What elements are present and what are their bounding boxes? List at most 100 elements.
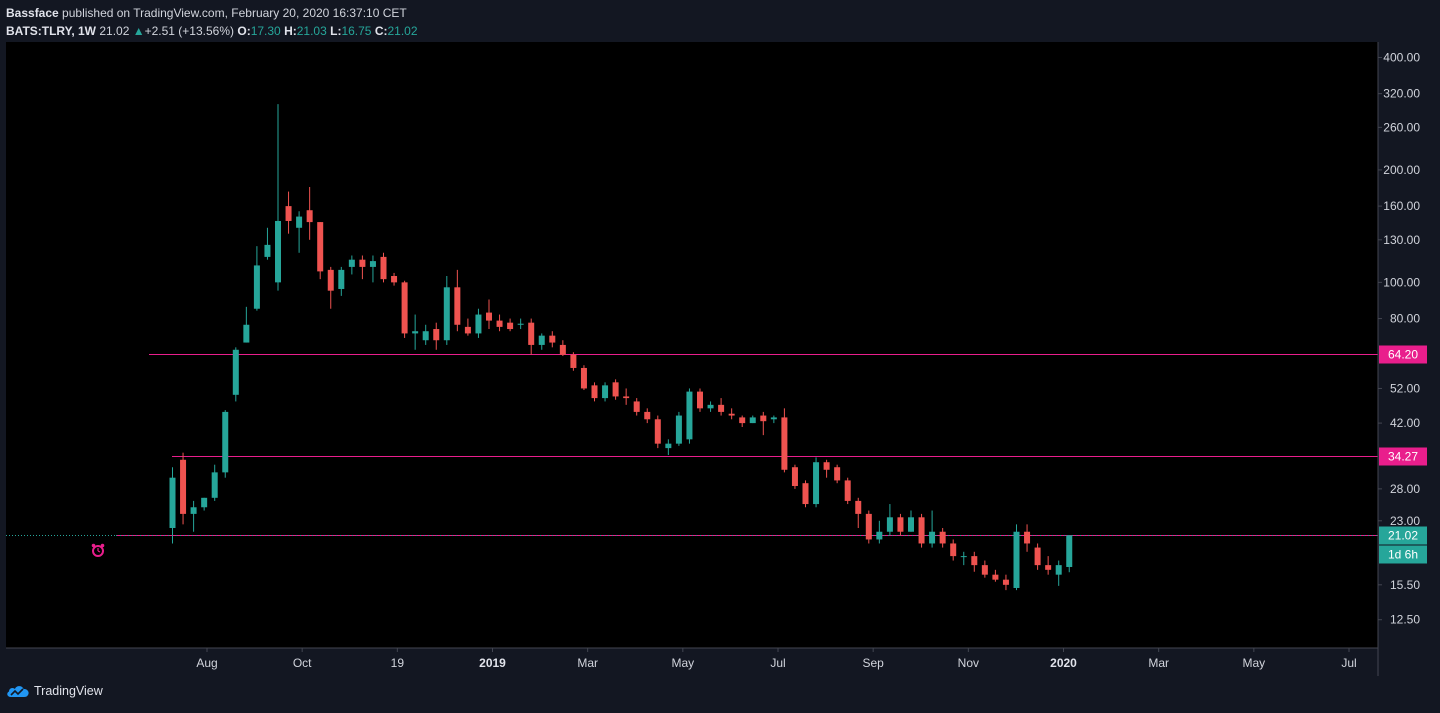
author-name[interactable]: Bassface (6, 6, 59, 20)
candle-body (644, 411, 651, 420)
price-change: +2.51 (+13.56%) (144, 24, 235, 38)
time-tick-label: 2020 (1050, 656, 1077, 670)
candle-body (876, 531, 883, 540)
publish-line: Bassface published on TradingView.com, F… (6, 4, 418, 22)
price-tick-label: 28.00 (1390, 482, 1420, 496)
candle-body (675, 415, 682, 444)
candle-body (496, 320, 503, 327)
symbol-label[interactable]: BATS:TLRY, 1W (6, 24, 96, 38)
candle-body (211, 472, 218, 498)
candle-body (633, 401, 640, 412)
open-label: O: (237, 24, 251, 38)
candle-body (591, 385, 598, 399)
candle-body (718, 404, 725, 412)
price-tick-label: 100.00 (1383, 275, 1420, 289)
candle-body (454, 287, 461, 325)
candle-body (760, 415, 767, 422)
price-tick-label: 200.00 (1383, 163, 1420, 177)
candle-body (1002, 579, 1009, 585)
candle-body (844, 480, 851, 501)
candle-body (507, 322, 514, 330)
time-tick-label: Aug (196, 656, 217, 670)
candle-body (348, 259, 355, 267)
price-tick-label: 130.00 (1383, 233, 1420, 247)
high-label: H: (284, 24, 297, 38)
candle-body (918, 517, 925, 544)
level-price-badge (1379, 447, 1427, 466)
candle-body (275, 220, 281, 283)
candle-body (327, 269, 334, 291)
time-tick-label: Sep (862, 656, 884, 670)
candle-body (602, 385, 609, 399)
candle-body (770, 417, 777, 420)
published-text: published on TradingView.com, February 2… (58, 6, 407, 20)
close-label: C: (374, 24, 388, 38)
candle-body (697, 391, 703, 409)
time-tick-label: May (1242, 656, 1265, 670)
footer-brand: TradingView (34, 684, 103, 698)
candle-body (834, 467, 841, 481)
candle-body (686, 391, 693, 440)
close-value: 21.02 (387, 24, 418, 38)
time-tick-label: Mar (1148, 656, 1169, 670)
price-tick-label: 400.00 (1383, 50, 1420, 64)
tradingview-cloud-icon (7, 686, 29, 697)
candle-body (908, 517, 914, 532)
time-tick-label: Oct (293, 656, 312, 670)
plot-background (6, 42, 1378, 648)
candle-body (201, 497, 208, 508)
candle-body (1066, 535, 1073, 567)
price-tick-label: 260.00 (1383, 120, 1420, 134)
candle-body (486, 312, 492, 321)
time-tick-label: 19 (391, 656, 405, 670)
candle-body (391, 276, 398, 283)
last-price-badge (1379, 526, 1427, 545)
candle-body (401, 282, 408, 334)
last-price: 21.02 (99, 24, 130, 38)
candle-body (380, 256, 387, 280)
candle-body (623, 396, 630, 399)
candle-body (412, 331, 419, 334)
candle-body (886, 517, 893, 532)
candle-body (359, 259, 366, 267)
horizontal-levels[interactable] (6, 354, 1378, 536)
candle-body (253, 265, 260, 309)
candle-body (232, 349, 239, 395)
candle-body (422, 331, 429, 341)
candle-body (306, 210, 313, 223)
candle-body (559, 344, 566, 355)
candle-body (950, 543, 957, 557)
candle-body (338, 269, 345, 289)
candle-body (433, 329, 440, 341)
candle-body (1024, 531, 1031, 544)
price-axis[interactable]: 400.00 320.00 260.00 200.00 160.00 130.00 100.… (1378, 50, 1427, 627)
candle-body (781, 417, 788, 470)
countdown-badge (1379, 545, 1427, 564)
time-axis[interactable]: Aug Oct 19 2019 Mar May Jul Sep Nov 2020 Mar May Jul (196, 648, 1357, 670)
candle-body (1034, 547, 1041, 566)
level-price-label: 64.20 (1388, 348, 1418, 362)
last-price-label: 21.02 (1388, 529, 1418, 543)
price-tick-label: 15.50 (1390, 578, 1420, 592)
candle-body (517, 323, 524, 325)
candle-body (1055, 565, 1062, 575)
candle-body (369, 261, 376, 267)
candle-body (549, 335, 556, 343)
low-label: L: (330, 24, 342, 38)
candle-body (528, 322, 535, 345)
alarm-clock-icon[interactable] (91, 543, 105, 557)
candle-body (443, 287, 450, 341)
candle-body (222, 411, 229, 473)
candle-body (570, 354, 577, 368)
candle-body (169, 477, 176, 529)
candle-body (190, 507, 197, 514)
time-tick-label: Jul (770, 656, 785, 670)
price-tick-label: 42.00 (1390, 416, 1420, 430)
price-tick-label: 52.00 (1390, 381, 1420, 395)
footer[interactable]: TradingView (6, 684, 103, 698)
candle-body (654, 419, 661, 444)
candle-body (612, 382, 619, 397)
low-value: 16.75 (341, 24, 372, 38)
candle-body (813, 462, 820, 505)
